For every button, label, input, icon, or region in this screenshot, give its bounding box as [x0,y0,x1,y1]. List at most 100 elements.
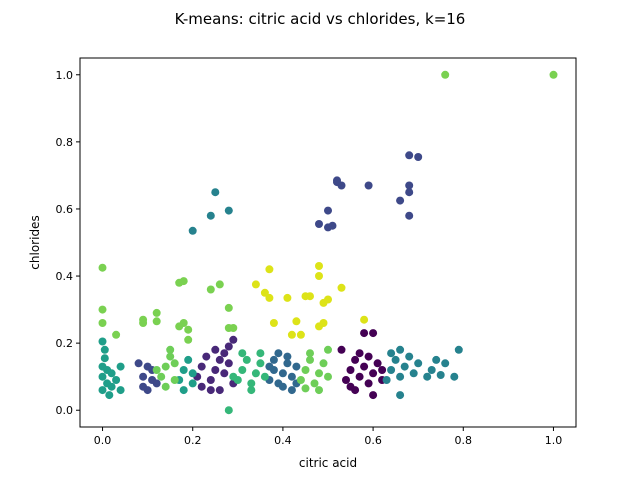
data-point [184,355,193,364]
data-point [139,372,148,381]
data-point [202,352,211,361]
data-point [292,317,301,326]
data-point [251,369,260,378]
data-point [292,362,301,371]
data-point [278,369,287,378]
data-point [206,376,215,384]
data-point [265,293,274,302]
data-point [319,359,328,368]
data-point [170,376,179,384]
data-point [215,280,224,289]
data-point [315,220,323,228]
y-tick-label: 0.2 [56,337,74,350]
data-point [206,386,215,395]
data-point [152,379,161,388]
data-point [333,176,341,185]
data-point [382,376,391,384]
data-point [328,221,337,230]
data-point [324,295,332,304]
data-point [369,329,378,338]
data-point [409,369,418,378]
data-point [315,386,323,395]
data-point [166,345,175,354]
data-point [414,153,423,161]
data-point [238,349,247,358]
data-point [100,345,109,354]
data-point [238,366,247,374]
data-point [369,369,378,378]
data-point [310,379,319,388]
data-point [405,181,414,190]
data-point [301,384,310,393]
x-tick-label: 0.4 [274,434,292,447]
data-point [152,317,161,326]
plot-frame [79,57,577,428]
data-point [396,345,405,354]
data-point [396,391,405,400]
data-point [315,262,323,270]
data-point [161,362,170,371]
scatter-points [98,70,558,415]
data-point [287,372,296,381]
y-tick-label: 0.4 [56,270,74,283]
data-point [224,206,233,215]
data-point [161,382,170,391]
data-point [549,70,558,79]
data-point [287,386,296,395]
data-point [387,366,396,374]
data-point [324,345,332,354]
y-tick-label: 0.8 [56,136,74,149]
data-point [157,372,166,381]
data-point [369,391,378,400]
data-point [373,359,382,368]
data-point [360,315,369,324]
data-point [179,366,188,374]
data-point [287,330,296,339]
data-point [224,342,233,351]
data-point [351,386,360,395]
data-point [351,355,360,364]
data-point [220,369,229,378]
data-point [436,371,445,379]
data-point [224,303,233,312]
data-point [206,211,215,220]
data-point [98,319,107,327]
data-point [274,349,283,358]
data-point [427,366,436,374]
data-point [364,352,373,361]
data-point [269,355,278,364]
data-point [143,386,152,395]
data-point [211,345,220,354]
data-point [405,188,414,197]
x-tick-label: 0.6 [364,434,382,447]
data-point [98,337,107,346]
data-point [112,330,121,339]
data-point [188,369,197,378]
data-point [346,366,355,374]
data-point [423,372,432,381]
data-point [98,263,107,272]
data-point [306,349,314,358]
data-point [251,280,260,289]
data-point [100,354,109,363]
data-point [450,372,459,381]
data-point [283,352,292,361]
x-tick-label: 1.0 [545,434,563,447]
data-point [98,372,107,381]
data-point [283,359,292,368]
data-point [229,335,238,344]
data-point [396,196,405,205]
data-point [116,362,125,371]
data-point [441,359,450,368]
data-point [315,369,323,378]
data-point [441,70,450,79]
data-point [247,386,256,395]
data-point [179,386,188,395]
data-point [315,272,323,280]
data-point [229,372,238,381]
y-tick-label: 0.6 [56,203,74,216]
data-point [184,335,193,344]
data-point [319,319,328,327]
data-point [360,362,369,371]
data-point [265,362,274,371]
